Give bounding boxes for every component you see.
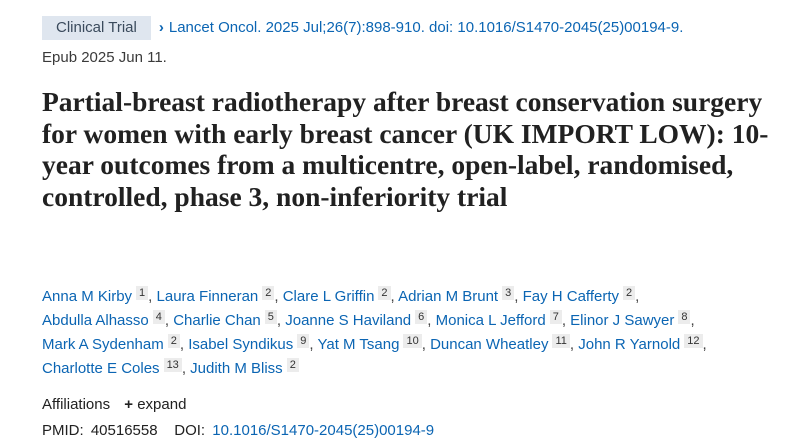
epub-date: Epub 2025 Jun 11. xyxy=(42,49,167,66)
author-link[interactable]: Monica L Jefford xyxy=(435,312,546,329)
affiliation-number[interactable]: 1 xyxy=(136,286,149,300)
affiliation-number[interactable]: 11 xyxy=(552,334,570,348)
citation-header: Clinical Trial › Lancet Oncol. 2025 Jul;26… xyxy=(42,15,782,71)
author-link[interactable]: Laura Finneran xyxy=(156,288,259,305)
publication-type-badge[interactable]: Clinical Trial xyxy=(42,16,151,40)
article-title: Partial-breast radiotherapy after breast… xyxy=(42,86,769,212)
affiliation-number[interactable]: 2 xyxy=(378,286,391,300)
affiliation-number[interactable]: 6 xyxy=(415,310,428,324)
affiliation-number[interactable]: 4 xyxy=(152,310,165,324)
affiliation-number[interactable]: 9 xyxy=(297,334,310,348)
author-link[interactable]: Abdulla Alhasso xyxy=(42,312,149,329)
chevron-right-icon: › xyxy=(158,19,164,36)
affiliation-number[interactable]: 12 xyxy=(684,334,703,348)
affiliations-label: Affiliations xyxy=(42,396,111,413)
pmid-label: PMID: xyxy=(42,422,84,439)
identifiers: PMID: 40516558 DOI: 10.1016/S1470-2045(2… xyxy=(42,422,434,439)
author-link[interactable]: Elinor J Sawyer xyxy=(570,312,675,329)
affiliation-number[interactable]: 3 xyxy=(502,286,515,300)
author-link[interactable]: Mark A Sydenham xyxy=(42,336,164,353)
affiliation-number[interactable]: 2 xyxy=(167,334,180,348)
author-link[interactable]: Duncan Wheatley xyxy=(430,336,549,353)
affiliation-number[interactable]: 5 xyxy=(264,310,277,324)
doi-link[interactable]: 10.1016/S1470-2045(25)00194-9 xyxy=(212,422,435,439)
author-link[interactable]: Charlotte E Coles xyxy=(42,360,160,377)
affiliations-row: Affiliations + expand xyxy=(42,396,186,413)
affiliation-number[interactable]: 10 xyxy=(403,334,422,348)
affiliation-number[interactable]: 2 xyxy=(623,286,636,300)
plus-icon: + xyxy=(124,396,134,413)
affiliation-number[interactable]: 8 xyxy=(678,310,691,324)
affiliation-number[interactable]: 2 xyxy=(262,286,275,300)
author-list: Anna M Kirby 1, Laura Finneran 2, Clare L … xyxy=(42,286,707,377)
author-link[interactable]: Fay H Cafferty xyxy=(522,288,619,305)
expand-affiliations-button[interactable]: + expand xyxy=(114,396,186,413)
author-link[interactable]: Judith M Bliss xyxy=(190,360,283,377)
pmid-value: 40516558 xyxy=(90,422,158,439)
affiliation-number[interactable]: 13 xyxy=(163,358,182,372)
journal-citation-link[interactable]: Lancet Oncol. 2025 Jul;26(7):898-910. do… xyxy=(168,19,684,36)
author-link[interactable]: Clare L Griffin xyxy=(282,288,375,305)
affiliation-number[interactable]: 7 xyxy=(549,310,562,324)
author-link[interactable]: Joanne S Haviland xyxy=(285,312,412,329)
author-link[interactable]: Isabel Syndikus xyxy=(188,336,294,353)
author-link[interactable]: John R Yarnold xyxy=(578,336,681,353)
expand-label: expand xyxy=(137,396,187,413)
author-link[interactable]: Adrian M Brunt xyxy=(398,288,499,305)
author-link[interactable]: Charlie Chan xyxy=(173,312,261,329)
author-link[interactable]: Yat M Tsang xyxy=(317,336,400,353)
doi-label: DOI: xyxy=(174,422,206,439)
affiliation-number[interactable]: 2 xyxy=(286,358,299,372)
author-link[interactable]: Anna M Kirby xyxy=(42,288,133,305)
